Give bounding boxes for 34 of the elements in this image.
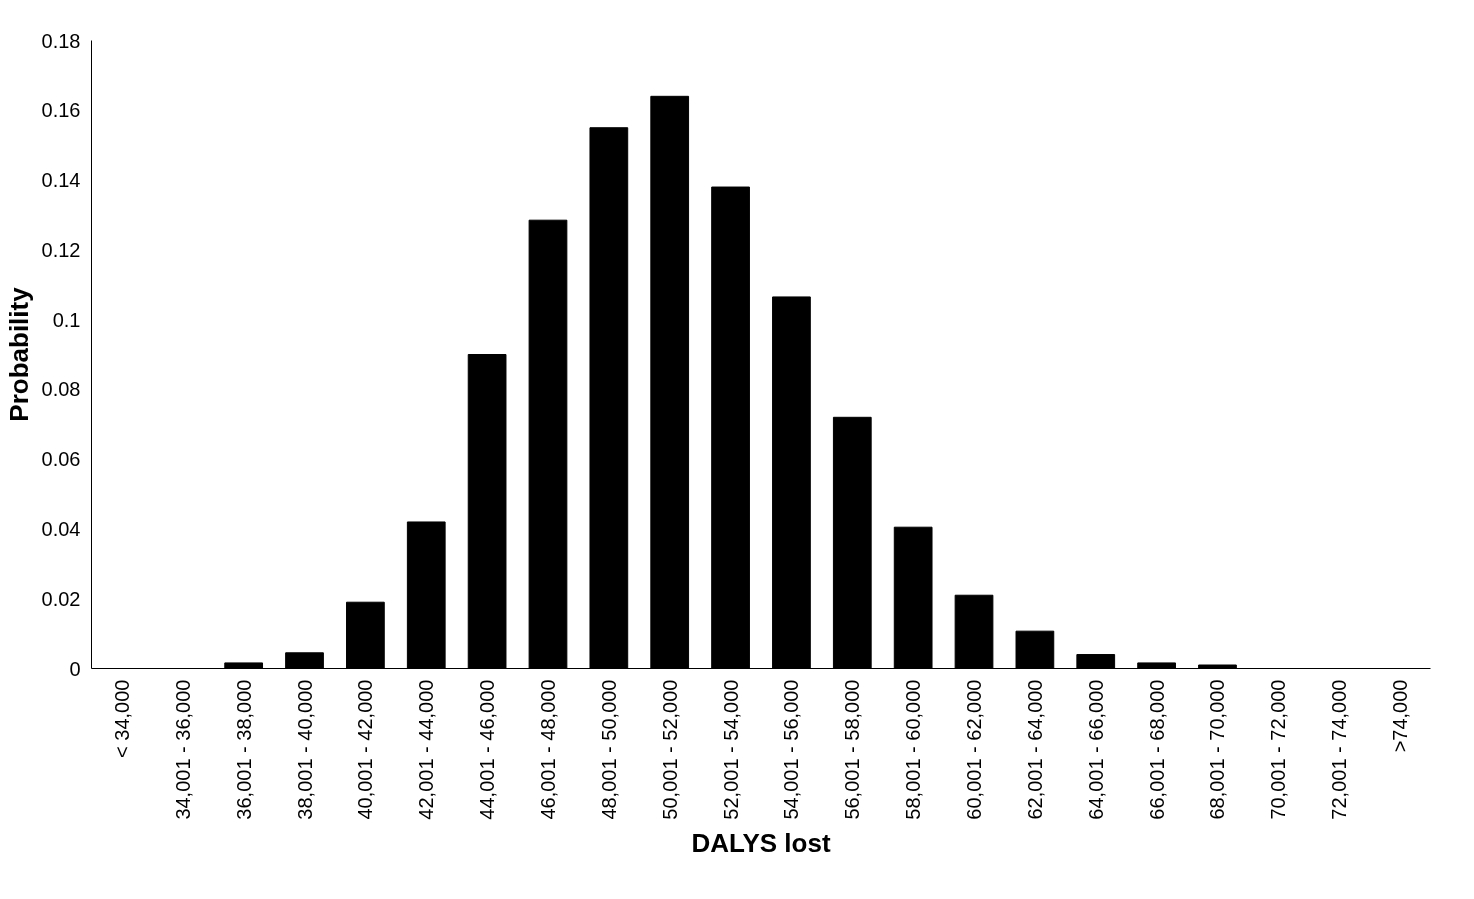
x-tick-label: 66,001 - 68,000 <box>1145 679 1168 820</box>
x-tick-label: 52,001 - 54,000 <box>719 679 742 820</box>
y-tick-label: 0.16 <box>41 99 81 122</box>
x-tick-label: 46,001 - 48,000 <box>536 679 559 820</box>
x-tick-label: 64,001 - 66,000 <box>1084 679 1107 820</box>
x-tick-label: 50,001 - 52,000 <box>658 679 681 820</box>
x-tick-label: 36,001 - 38,000 <box>232 679 255 820</box>
y-axis-title: Probability <box>3 286 34 422</box>
x-tick-label: 40,001 - 42,000 <box>354 679 377 820</box>
x-tick-label: 62,001 - 64,000 <box>1023 679 1046 820</box>
x-tick-label: 72,001 - 74,000 <box>1328 679 1351 820</box>
x-tick-label: 68,001 - 70,000 <box>1206 679 1229 820</box>
x-axis-title: DALYS lost <box>691 827 831 858</box>
x-tick-label: 44,001 - 46,000 <box>476 679 499 820</box>
x-tick-label: 34,001 - 36,000 <box>171 679 194 820</box>
y-tick-label: 0.06 <box>41 448 81 471</box>
y-tick-label: 0.02 <box>41 587 81 610</box>
y-tick-label: 0.1 <box>52 308 81 331</box>
x-tick-label: >74,000 <box>1389 679 1412 753</box>
y-tick-label: 0.14 <box>41 169 81 192</box>
y-tick-label: 0.18 <box>41 29 81 52</box>
x-tick-label: 48,001 - 50,000 <box>597 679 620 820</box>
x-tick-label: < 34,000 <box>110 679 133 758</box>
x-tick-label: 60,001 - 62,000 <box>963 679 986 820</box>
x-tick-label: 38,001 - 40,000 <box>293 679 316 820</box>
x-tick-label: 56,001 - 58,000 <box>841 679 864 820</box>
y-tick-label: 0.08 <box>41 378 81 401</box>
x-tick-label: 42,001 - 44,000 <box>415 679 438 820</box>
y-tick-label: 0.12 <box>41 238 81 261</box>
x-tick-label: 54,001 - 56,000 <box>780 679 803 820</box>
y-tick-label: 0.04 <box>41 517 81 540</box>
x-tick-label: 58,001 - 60,000 <box>902 679 925 820</box>
x-tick-label: 70,001 - 72,000 <box>1267 679 1290 820</box>
y-tick-label: 0 <box>69 657 81 680</box>
